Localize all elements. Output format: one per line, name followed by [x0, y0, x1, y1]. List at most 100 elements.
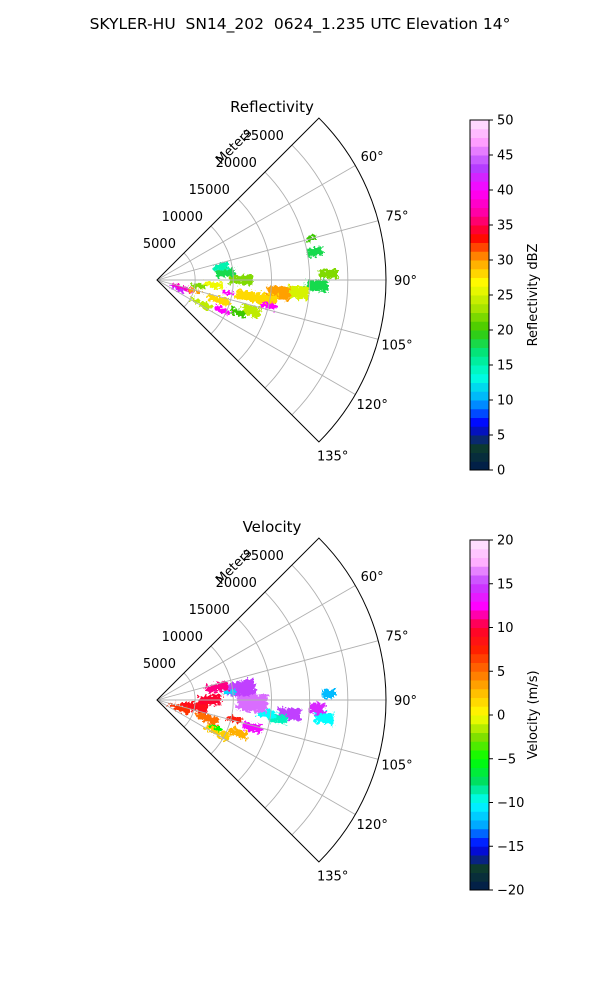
colorbar-segment: [470, 400, 489, 410]
angle-tick-label: 60°: [361, 150, 384, 165]
grid-spoke: [156, 220, 379, 281]
colorbar-tick-label: 15: [497, 359, 514, 374]
colorbar-segment: [470, 338, 489, 348]
angle-tick-label: 90°: [394, 274, 417, 289]
colorbar-segment: [470, 452, 489, 462]
colorbar: −20 −15 −10 −5 0 5 10 15 20 Velocity (m/s): [469, 534, 541, 899]
data-cell: [204, 281, 224, 290]
colorbar-tick-label: 5: [497, 429, 505, 444]
grid-spoke: [156, 165, 356, 281]
panel-title: Velocity: [243, 518, 302, 536]
colorbar-segment: [470, 260, 489, 270]
colorbar-segment: [470, 583, 489, 593]
colorbar-segment: [470, 312, 489, 322]
data-cell: [204, 680, 229, 694]
colorbar-segment: [470, 811, 489, 821]
colorbar-segment: [470, 163, 489, 173]
colorbar-segment: [470, 128, 489, 138]
colorbar-tick-label: 45: [497, 149, 514, 164]
data-cell: [212, 261, 229, 272]
radial-tick-label: 20000: [216, 576, 257, 591]
data-cell: [235, 289, 260, 304]
grid-spoke: [156, 279, 379, 340]
colorbar-segment: [470, 785, 489, 795]
data-field: [168, 234, 339, 319]
colorbar-segment: [470, 723, 489, 733]
colorbar-segment: [470, 610, 489, 620]
colorbar-segment: [470, 137, 489, 147]
colorbar-label: Velocity (m/s): [526, 670, 541, 759]
colorbar-segment: [470, 732, 489, 742]
colorbar-segment: [470, 828, 489, 838]
colorbar-segment: [470, 872, 489, 882]
colorbar-segment: [470, 653, 489, 663]
colorbar-segment: [470, 216, 489, 226]
colorbar-segment: [470, 190, 489, 200]
data-cell: [313, 711, 335, 725]
data-cell: [222, 289, 235, 296]
colorbar-tick-label: 30: [497, 254, 514, 269]
colorbar-segment: [470, 356, 489, 366]
colorbar-segment: [470, 382, 489, 392]
colorbar-segment: [470, 242, 489, 252]
colorbar-segment: [470, 662, 489, 672]
colorbar-segment: [470, 575, 489, 585]
colorbar-segment: [470, 120, 489, 130]
colorbar-segment: [470, 417, 489, 427]
colorbar-segment: [470, 566, 489, 576]
colorbar-segment: [470, 277, 489, 287]
grid-spoke: [156, 640, 379, 701]
colorbar-segment: [470, 688, 489, 698]
colorbar-segment: [470, 557, 489, 567]
colorbar-segment: [470, 181, 489, 191]
grid-spoke: [156, 585, 356, 701]
angle-tick-label: 75°: [385, 210, 408, 225]
colorbar-segment: [470, 776, 489, 786]
colorbar-segment: [470, 697, 489, 707]
colorbar-segment: [470, 303, 489, 313]
sector-frame: [156, 117, 387, 443]
grid-spoke: [156, 279, 356, 395]
colorbar-segment: [470, 408, 489, 418]
data-cell: [168, 284, 185, 294]
colorbar-segment: [470, 601, 489, 611]
data-cell: [189, 296, 213, 312]
data-cell: [204, 723, 232, 743]
colorbar-segment: [470, 172, 489, 182]
radial-tick-label: 10000: [162, 210, 203, 225]
colorbar-segment: [470, 548, 489, 558]
colorbar: 0 5 10 15 20 25 30 35 40 45 50 Reflectivity dBZ: [469, 114, 541, 479]
colorbar-segment: [470, 435, 489, 445]
colorbar-segment: [470, 767, 489, 777]
colorbar-segment: [470, 592, 489, 602]
data-cell: [230, 307, 247, 319]
colorbar-tick-label: 20: [497, 534, 514, 549]
panel-title: Reflectivity: [230, 98, 314, 116]
radial-tick-label: 15000: [189, 603, 230, 618]
colorbar-tick-label: 10: [497, 621, 514, 636]
colorbar-tick-label: 25: [497, 289, 514, 304]
colorbar-tick-label: −10: [497, 796, 524, 811]
colorbar-segment: [470, 225, 489, 235]
angle-tick-label: 120°: [357, 398, 388, 413]
colorbar-segment: [470, 793, 489, 803]
colorbar-segment: [470, 233, 489, 243]
colorbar-tick-label: 15: [497, 577, 514, 592]
colorbar-segment: [470, 286, 489, 296]
colorbar-segment: [470, 741, 489, 751]
grid-spoke: [156, 699, 379, 760]
data-cell: [214, 305, 231, 317]
colorbar-tick-label: −20: [497, 884, 524, 899]
data-cell: [321, 689, 336, 699]
angle-tick-label: 135°: [317, 450, 348, 465]
radial-tick-label: 15000: [189, 183, 230, 198]
colorbar-segment: [470, 802, 489, 812]
colorbar-tick-label: 5: [497, 665, 505, 680]
colorbar-segment: [470, 347, 489, 357]
colorbar-segment: [470, 295, 489, 305]
colorbar-tick-label: −15: [497, 840, 524, 855]
colorbar-segment: [470, 373, 489, 383]
colorbar-segment: [470, 443, 489, 453]
radial-tick-label: 25000: [243, 129, 284, 144]
